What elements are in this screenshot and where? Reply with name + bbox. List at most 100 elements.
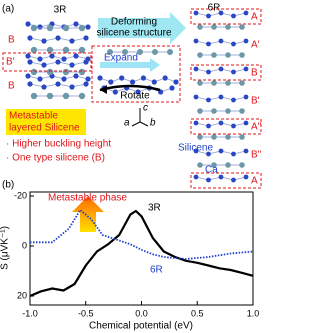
atom bbox=[27, 35, 33, 41]
atom bbox=[243, 174, 249, 180]
layer-label: A bbox=[251, 176, 258, 187]
atom bbox=[30, 92, 38, 100]
atom bbox=[243, 66, 249, 72]
atom bbox=[122, 49, 128, 55]
atom bbox=[83, 81, 89, 87]
ca-label: Ca bbox=[205, 165, 218, 176]
atom bbox=[211, 80, 217, 86]
atom bbox=[243, 94, 249, 100]
atom bbox=[239, 80, 245, 86]
atom bbox=[25, 21, 31, 27]
atom bbox=[62, 68, 70, 76]
panel-label: (b) bbox=[2, 180, 14, 191]
atom bbox=[243, 10, 249, 16]
axis-label: b bbox=[150, 118, 156, 129]
expand-arrow bbox=[100, 58, 160, 72]
atom bbox=[46, 46, 54, 54]
atom bbox=[62, 24, 70, 32]
atom bbox=[69, 84, 75, 90]
layer-box bbox=[2, 52, 92, 72]
layer-label: A' bbox=[251, 40, 260, 51]
atom bbox=[225, 134, 231, 140]
x-tick-label: 0.0 bbox=[135, 308, 148, 318]
layer-box bbox=[190, 172, 262, 189]
y-tick-label: 0 bbox=[22, 240, 27, 250]
atom bbox=[193, 148, 199, 154]
atom bbox=[239, 52, 245, 58]
layer-label: B'' bbox=[251, 150, 262, 161]
atom bbox=[218, 94, 224, 100]
atom bbox=[37, 24, 43, 30]
atom bbox=[30, 68, 38, 76]
x-axis-label: Chemical potential (eV) bbox=[89, 321, 193, 332]
atom bbox=[231, 13, 236, 19]
panel-label: (a) bbox=[2, 4, 14, 15]
atom bbox=[231, 41, 236, 47]
atom bbox=[97, 75, 103, 81]
rotate-label: Rotate bbox=[120, 91, 150, 102]
atom bbox=[69, 38, 75, 44]
atom bbox=[169, 85, 175, 91]
atom bbox=[135, 89, 141, 95]
atom bbox=[197, 52, 203, 58]
bullet: · Higher buckling height bbox=[6, 139, 111, 150]
atom bbox=[197, 108, 203, 114]
axis-a bbox=[131, 121, 141, 127]
series-line bbox=[30, 209, 254, 260]
highlight-box bbox=[6, 109, 86, 135]
atom bbox=[27, 81, 33, 87]
atom bbox=[78, 92, 86, 100]
atom bbox=[239, 24, 245, 30]
atom bbox=[30, 24, 38, 32]
atom bbox=[231, 69, 236, 75]
atom bbox=[55, 81, 61, 87]
axis-label: c bbox=[143, 103, 148, 114]
atom bbox=[243, 148, 249, 154]
atom bbox=[225, 24, 231, 30]
layer-box bbox=[190, 8, 262, 25]
atom bbox=[137, 49, 143, 55]
atom bbox=[193, 66, 199, 72]
atom bbox=[69, 62, 75, 68]
atom bbox=[41, 62, 47, 68]
atom bbox=[55, 59, 61, 65]
atom bbox=[37, 76, 43, 82]
expand-label: Expand bbox=[104, 53, 138, 64]
atom bbox=[206, 123, 211, 129]
x-tick-label: -1.0 bbox=[22, 308, 38, 318]
atom bbox=[197, 134, 203, 140]
rotate-head bbox=[100, 85, 107, 94]
atom bbox=[30, 46, 38, 54]
atom bbox=[211, 134, 217, 140]
figure: (a) 3R 6R B B' B Deforming silicene stru… bbox=[0, 3, 262, 332]
atom bbox=[243, 38, 249, 44]
atom bbox=[225, 80, 231, 86]
atom bbox=[107, 49, 113, 55]
series-label: 6R bbox=[150, 265, 163, 276]
atom bbox=[206, 177, 211, 183]
atom bbox=[62, 46, 70, 54]
atom bbox=[197, 24, 203, 30]
deform-label: silicene structure bbox=[96, 28, 171, 39]
bullet: · One type silicene (B) bbox=[6, 153, 105, 164]
atom bbox=[151, 79, 157, 85]
atom bbox=[231, 151, 236, 157]
atom bbox=[193, 38, 199, 44]
atom bbox=[41, 84, 47, 90]
layer-label: B bbox=[251, 68, 258, 79]
box-title: Metastable bbox=[9, 111, 58, 122]
atom bbox=[46, 92, 54, 100]
atom bbox=[239, 162, 245, 168]
title-6r: 6R bbox=[208, 3, 221, 14]
atom bbox=[218, 148, 224, 154]
atom bbox=[83, 59, 89, 65]
y-tick-label: 20 bbox=[17, 290, 27, 300]
atom bbox=[85, 24, 91, 30]
atom bbox=[61, 56, 67, 62]
structure-box bbox=[91, 45, 181, 103]
atom bbox=[193, 94, 199, 100]
atom bbox=[211, 162, 217, 168]
layer-label: B bbox=[8, 35, 15, 46]
atom bbox=[83, 35, 89, 41]
atom bbox=[73, 53, 79, 59]
